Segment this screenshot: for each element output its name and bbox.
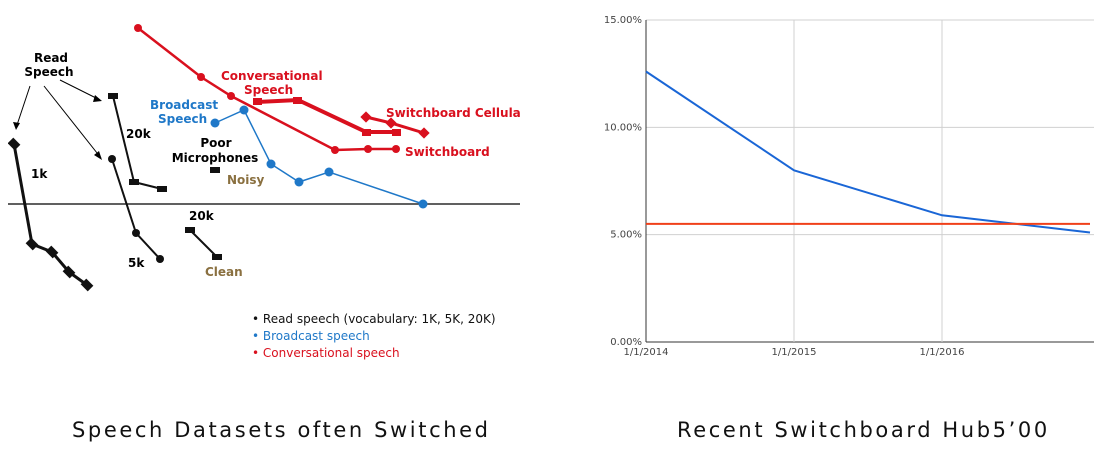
label-1k: 1k xyxy=(31,167,48,181)
series xyxy=(645,70,1091,234)
broadcast-markers xyxy=(210,105,428,209)
label-broadcast: Broadcast xyxy=(150,98,218,112)
legend-conversational: • Conversational speech xyxy=(252,346,400,360)
x-tick-labels: 1/1/2014 1/1/2015 1/1/2016 xyxy=(624,347,965,358)
x-tick-label: 1/1/2016 xyxy=(920,347,965,358)
y-tick-labels: 0.00% 5.00% 10.00% 15.00% xyxy=(604,15,642,348)
read-5k-markers xyxy=(108,155,164,263)
legend-broadcast: • Broadcast speech xyxy=(252,329,370,343)
y-tick-label: 5.00% xyxy=(610,230,642,241)
read-1k-line xyxy=(12,143,88,287)
read-20k-markers xyxy=(108,93,167,192)
label-20k-a: 20k xyxy=(126,127,152,141)
grid xyxy=(645,19,1094,343)
y-tick-label: 15.00% xyxy=(604,15,642,26)
x-tick-label: 1/1/2014 xyxy=(624,347,669,358)
clean-20k-line xyxy=(189,229,218,258)
series-line-1 xyxy=(645,70,1091,234)
noisy-marker xyxy=(210,167,220,173)
read-speech-arrows xyxy=(15,79,102,159)
read-5k-line xyxy=(111,158,161,260)
label-noisy: Noisy xyxy=(227,173,265,187)
read-speech-label-2: Speech xyxy=(24,65,73,79)
clean-20k-markers xyxy=(185,227,222,260)
caption-left: Speech Datasets often Switched xyxy=(72,418,491,442)
right-chart: 0.00%5.00%10.00%15.00% 1/1/2014 1/1/2015 1… xyxy=(604,15,1094,358)
label-poor-mic-2: Microphones xyxy=(172,151,259,165)
read-speech-label: Read xyxy=(34,51,68,65)
conversational-markers xyxy=(134,24,400,154)
read-speech-arrowheads xyxy=(13,95,102,160)
label-conversational-2: Speech xyxy=(244,83,293,97)
label-conversational: Conversational xyxy=(221,69,323,83)
y-tick-label: 0.00% xyxy=(610,337,642,348)
switchboard-line xyxy=(256,97,396,134)
read-1k-markers xyxy=(8,137,94,292)
label-20k-b: 20k xyxy=(189,209,215,223)
label-clean: Clean xyxy=(205,265,243,279)
label-broadcast-2: Speech xyxy=(158,112,207,126)
y-tick-label: 10.00% xyxy=(604,122,642,133)
legend-read: • Read speech (vocabulary: 1K, 5K, 20K) xyxy=(252,312,496,326)
left-chart: Read Speech 1k 5k 20k 20k Clean Poor Mic… xyxy=(8,24,520,360)
label-poor-mic: Poor xyxy=(200,136,231,150)
conversational-line xyxy=(137,27,396,152)
label-switchboard-cellular: Switchboard Cellular xyxy=(386,106,520,120)
switchboard-markers xyxy=(253,97,401,136)
x-tick-label: 1/1/2015 xyxy=(772,347,817,358)
label-switchboard: Switchboard xyxy=(405,145,490,159)
label-5k: 5k xyxy=(128,256,145,270)
caption-right: Recent Switchboard Hub5’00 xyxy=(677,418,1050,442)
broadcast-line xyxy=(214,109,424,205)
